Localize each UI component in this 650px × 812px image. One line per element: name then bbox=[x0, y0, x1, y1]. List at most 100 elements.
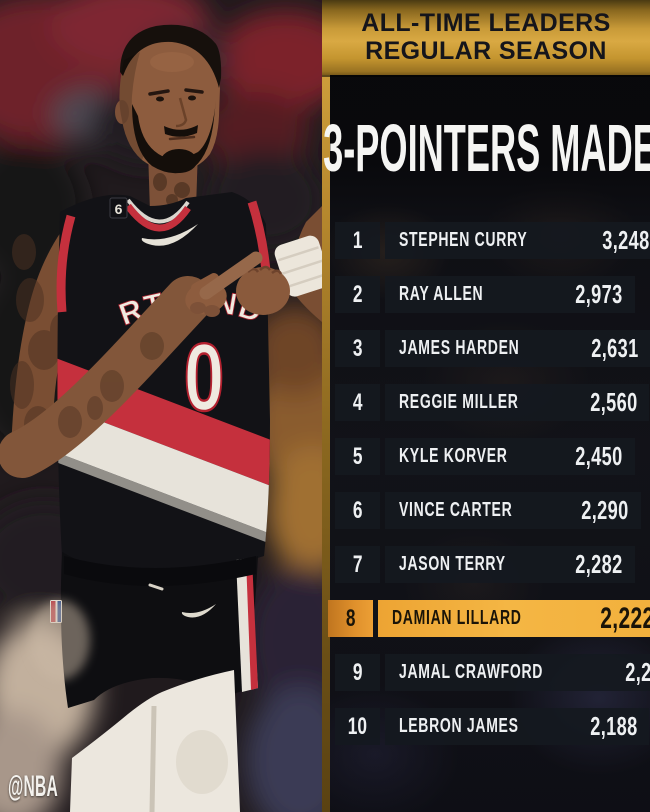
player-tights bbox=[70, 670, 240, 812]
rank-cell: 4 bbox=[335, 384, 380, 421]
player-cell: JAMES HARDEN 2,631 bbox=[385, 330, 650, 367]
player-cell: REGGIE MILLER 2,560 bbox=[385, 384, 650, 421]
header-line2: REGULAR SEASON bbox=[365, 37, 607, 65]
player-name: JASON TERRY bbox=[399, 553, 506, 575]
player-forearm bbox=[0, 276, 212, 478]
table-row: 5 KYLE KORVER 2,450 bbox=[335, 438, 635, 475]
player-value: 2,222 bbox=[600, 601, 650, 635]
player-right-arm bbox=[185, 206, 322, 322]
player-name: REGGIE MILLER bbox=[399, 391, 519, 413]
rank-number: 8 bbox=[345, 604, 356, 632]
player-name: VINCE CARTER bbox=[399, 499, 513, 521]
rank-cell: 2 bbox=[335, 276, 380, 313]
armhole-trim-left bbox=[56, 214, 76, 313]
nose bbox=[175, 97, 188, 128]
eye bbox=[188, 95, 196, 101]
drawstring bbox=[148, 583, 164, 591]
leg-shadow bbox=[149, 705, 157, 812]
rank-cell: 6 bbox=[335, 492, 380, 529]
player-value: 2,973 bbox=[575, 279, 623, 309]
chin-beard bbox=[161, 149, 197, 173]
player-value: 3,248 bbox=[602, 225, 650, 255]
player-name: DAMIAN LILLARD bbox=[392, 607, 522, 629]
shoulder-patch-number: 6 bbox=[115, 201, 123, 217]
stat-title: 3-POINTERS MADE bbox=[323, 75, 650, 222]
stat-title-text: 3-POINTERS MADE bbox=[323, 111, 650, 186]
rank-cell: 9 bbox=[335, 654, 380, 691]
ear bbox=[115, 100, 129, 124]
beard bbox=[132, 100, 216, 174]
table-row: 7 JASON TERRY 2,282 bbox=[335, 546, 635, 583]
collar-trim-white bbox=[126, 198, 190, 224]
player-value: 2,631 bbox=[591, 333, 639, 363]
eye bbox=[156, 96, 164, 102]
player-cell: DAMIAN LILLARD 2,222 bbox=[378, 600, 650, 637]
rank-cell: 7 bbox=[335, 546, 380, 583]
player-cell: JAMAL CRAWFORD 2,221 bbox=[385, 654, 650, 691]
table-row: 1 STEPHEN CURRY 3,248 bbox=[335, 222, 650, 259]
eyebrow bbox=[148, 89, 170, 96]
header-line1: ALL-TIME LEADERS bbox=[361, 8, 611, 37]
player-cell: LEBRON JAMES 2,188 bbox=[385, 708, 650, 745]
shorts-stripe-red bbox=[246, 558, 258, 690]
table-row: 6 VINCE CARTER 2,290 bbox=[335, 492, 641, 529]
rank-cell: 8 bbox=[328, 600, 373, 637]
pointing-hand bbox=[185, 251, 263, 317]
rank-cell: 3 bbox=[335, 330, 380, 367]
thumb bbox=[191, 273, 219, 293]
player-value: 2,282 bbox=[575, 549, 623, 579]
collar-trim-red bbox=[125, 203, 191, 232]
player-name: STEPHEN CURRY bbox=[399, 229, 528, 251]
hair bbox=[120, 24, 222, 88]
rank-number: 4 bbox=[352, 388, 363, 416]
table-row: 4 REGGIE MILLER 2,560 bbox=[335, 384, 650, 421]
jersey-number: 0 bbox=[184, 324, 225, 431]
player-photo: RTLAND 0 6 bbox=[0, 0, 322, 812]
leaderboard-rows: 1 STEPHEN CURRY 3,248 2 RAY ALLEN 2,973 … bbox=[328, 222, 650, 762]
player-cell: RAY ALLEN 2,973 bbox=[385, 276, 635, 313]
rank-number: 6 bbox=[352, 496, 363, 524]
rank-number: 5 bbox=[352, 442, 363, 470]
gold-accent-strip bbox=[322, 0, 330, 812]
shoulder-patch bbox=[109, 197, 128, 219]
player-illustration: RTLAND 0 6 bbox=[0, 0, 322, 812]
leaderboard-panel: ALL-TIME LEADERS REGULAR SEASON 3-POINTE… bbox=[322, 0, 650, 812]
player-name: JAMES HARDEN bbox=[399, 337, 520, 359]
player-value: 2,188 bbox=[590, 711, 638, 741]
table-row: 3 JAMES HARDEN 2,631 bbox=[335, 330, 650, 367]
player-name: LEBRON JAMES bbox=[399, 715, 519, 737]
rank-number: 2 bbox=[352, 280, 363, 308]
player-value: 2,450 bbox=[575, 441, 623, 471]
player-cell: JASON TERRY 2,282 bbox=[385, 546, 635, 583]
table-row: 2 RAY ALLEN 2,973 bbox=[335, 276, 635, 313]
rank-cell: 1 bbox=[335, 222, 380, 259]
player-cell: STEPHEN CURRY 3,248 bbox=[385, 222, 650, 259]
index-finger bbox=[199, 251, 263, 300]
player-cell: KYLE KORVER 2,450 bbox=[385, 438, 635, 475]
mustache bbox=[164, 125, 198, 137]
player-cell: VINCE CARTER 2,290 bbox=[385, 492, 641, 529]
eyebrow bbox=[184, 88, 204, 94]
table-row: 8 DAMIAN LILLARD 2,222 bbox=[328, 600, 650, 637]
rank-cell: 5 bbox=[335, 438, 380, 475]
player-shorts bbox=[50, 552, 258, 708]
shorts-waistband bbox=[64, 556, 256, 586]
mouth bbox=[168, 135, 196, 141]
rank-number: 9 bbox=[352, 658, 363, 686]
rank-number: 3 bbox=[352, 334, 363, 362]
player-name: KYLE KORVER bbox=[399, 445, 508, 467]
player-value: 2,560 bbox=[590, 387, 638, 417]
nba-watermark: @NBA bbox=[8, 770, 59, 803]
player-name: RAY ALLEN bbox=[399, 283, 484, 305]
nike-swoosh-icon bbox=[141, 224, 198, 246]
rank-number: 10 bbox=[347, 712, 368, 740]
panel-header: ALL-TIME LEADERS REGULAR SEASON bbox=[322, 0, 650, 75]
player-name: JAMAL CRAWFORD bbox=[399, 661, 544, 683]
player-value: 2,290 bbox=[581, 495, 629, 525]
shorts-swoosh-icon bbox=[181, 604, 216, 618]
wrist-tape bbox=[274, 235, 322, 297]
fist bbox=[236, 267, 290, 315]
player-head bbox=[115, 24, 222, 174]
table-row: 9 JAMAL CRAWFORD 2,221 bbox=[335, 654, 650, 691]
